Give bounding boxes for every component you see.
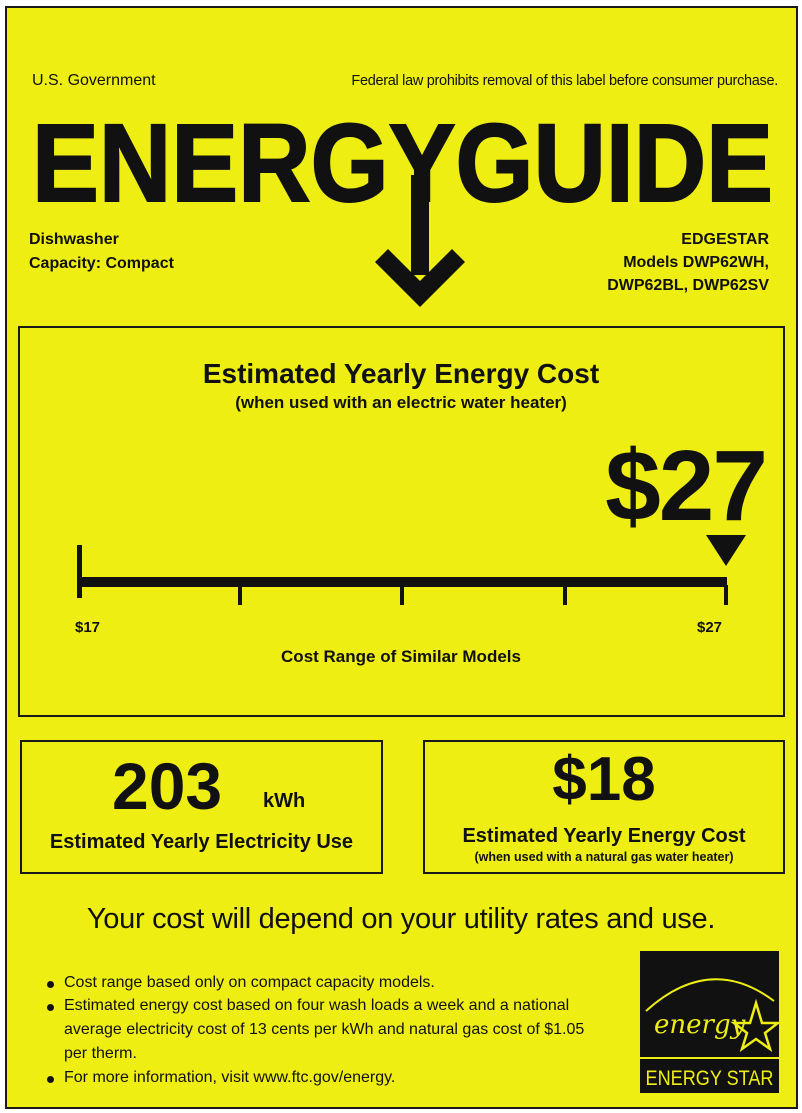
product-capacity: Capacity: Compact <box>29 255 174 272</box>
range-max-label: $27 <box>697 619 723 636</box>
electricity-value: 203 <box>112 749 223 823</box>
gas-cost-value: $18 <box>552 745 656 814</box>
electricity-use-box <box>20 740 383 874</box>
energy-star-logo: energy ENERGY STAR <box>640 951 779 1093</box>
electricity-label: Estimated Yearly Electricity Use <box>49 831 354 853</box>
bullet-continuation: average electricity cost of 13 cents per… <box>64 1021 585 1038</box>
bullet-text: Estimated energy cost based on four wash… <box>64 997 570 1014</box>
energyguide-title-graphic: ENERGYGUIDE <box>31 101 774 307</box>
range-end-tick <box>724 585 728 605</box>
gas-cost-box <box>423 740 785 874</box>
electricity-unit: kWh <box>263 790 306 812</box>
down-arrow-icon <box>375 175 465 307</box>
footer-headline: Your cost will depend on your utility ra… <box>86 903 716 935</box>
range-caption: Cost Range of Similar Models <box>281 647 521 666</box>
range-tick <box>238 585 242 605</box>
cost-range-bar <box>78 577 727 587</box>
range-tick <box>400 585 404 605</box>
main-cost-box <box>18 326 785 717</box>
energy-star-script: energy <box>654 1010 746 1040</box>
range-tick <box>563 585 567 605</box>
cost-range-scale <box>77 535 746 605</box>
bullet-text: For more information, visit www.ftc.gov/… <box>64 1069 396 1086</box>
cost-marker-triangle <box>706 535 746 566</box>
energyguide-title: ENERGYGUIDE <box>32 102 773 225</box>
agency-text: U.S. Government <box>32 72 156 89</box>
bullet-continuation: per therm. <box>64 1045 137 1062</box>
energy-star-name: ENERGY STAR <box>646 1067 774 1090</box>
main-cost-value: $27 <box>605 430 768 542</box>
gas-cost-sublabel: (when used with a natural gas water heat… <box>474 850 734 864</box>
product-type: Dishwasher <box>29 231 119 248</box>
bullet-text: Cost range based only on compact capacit… <box>64 974 435 991</box>
removal-notice: Federal law prohibits removal of this la… <box>351 73 778 89</box>
main-cost-subtitle: (when used with an electric water heater… <box>235 393 567 412</box>
models-line-1: Models DWP62WH, <box>623 254 769 271</box>
gas-cost-label: Estimated Yearly Energy Cost <box>462 825 746 847</box>
range-start-tick <box>77 545 82 598</box>
brand-name: EDGESTAR <box>681 231 769 248</box>
models-line-2: DWP62BL, DWP62SV <box>607 277 769 294</box>
energyguide-label <box>5 6 798 1109</box>
main-cost-title: Estimated Yearly Energy Cost <box>202 358 600 389</box>
range-min-label: $17 <box>75 619 101 636</box>
